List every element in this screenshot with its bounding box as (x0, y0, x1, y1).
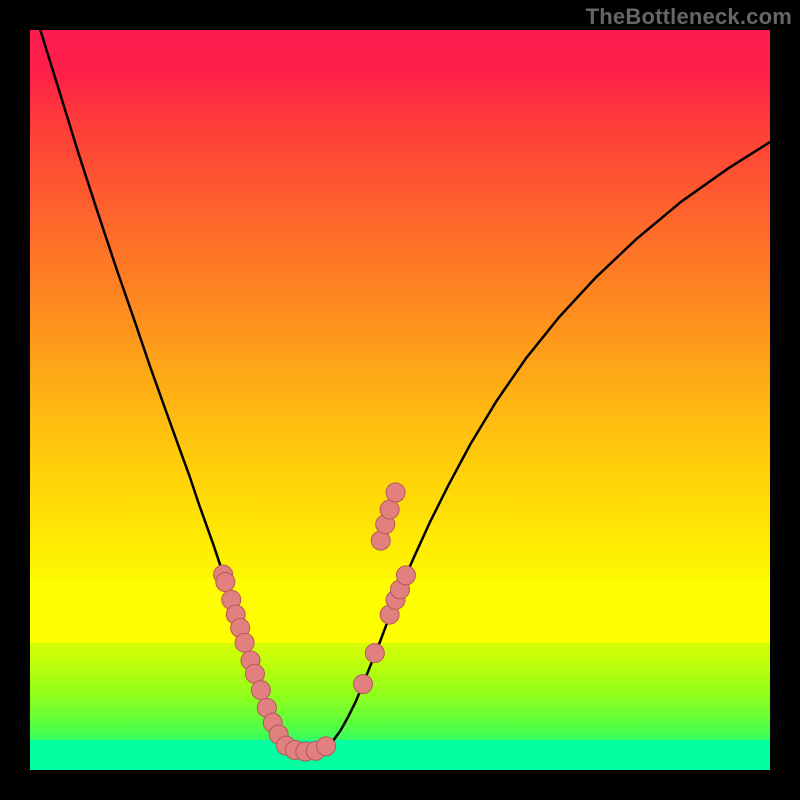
marker-points (214, 483, 416, 761)
marker-point (251, 681, 270, 700)
marker-point (386, 483, 405, 502)
bottleneck-curve (40, 30, 769, 752)
marker-point (235, 633, 254, 652)
marker-point (365, 644, 384, 663)
marker-point (317, 737, 336, 756)
marker-point (396, 566, 415, 585)
chart-root: { "watermark": { "text": "TheBottleneck.… (0, 0, 800, 800)
plot-area (30, 30, 770, 770)
watermark-text: TheBottleneck.com (586, 4, 792, 30)
marker-point (216, 573, 235, 592)
marker-point (380, 500, 399, 519)
curve-layer (30, 30, 770, 770)
marker-point (354, 675, 373, 694)
